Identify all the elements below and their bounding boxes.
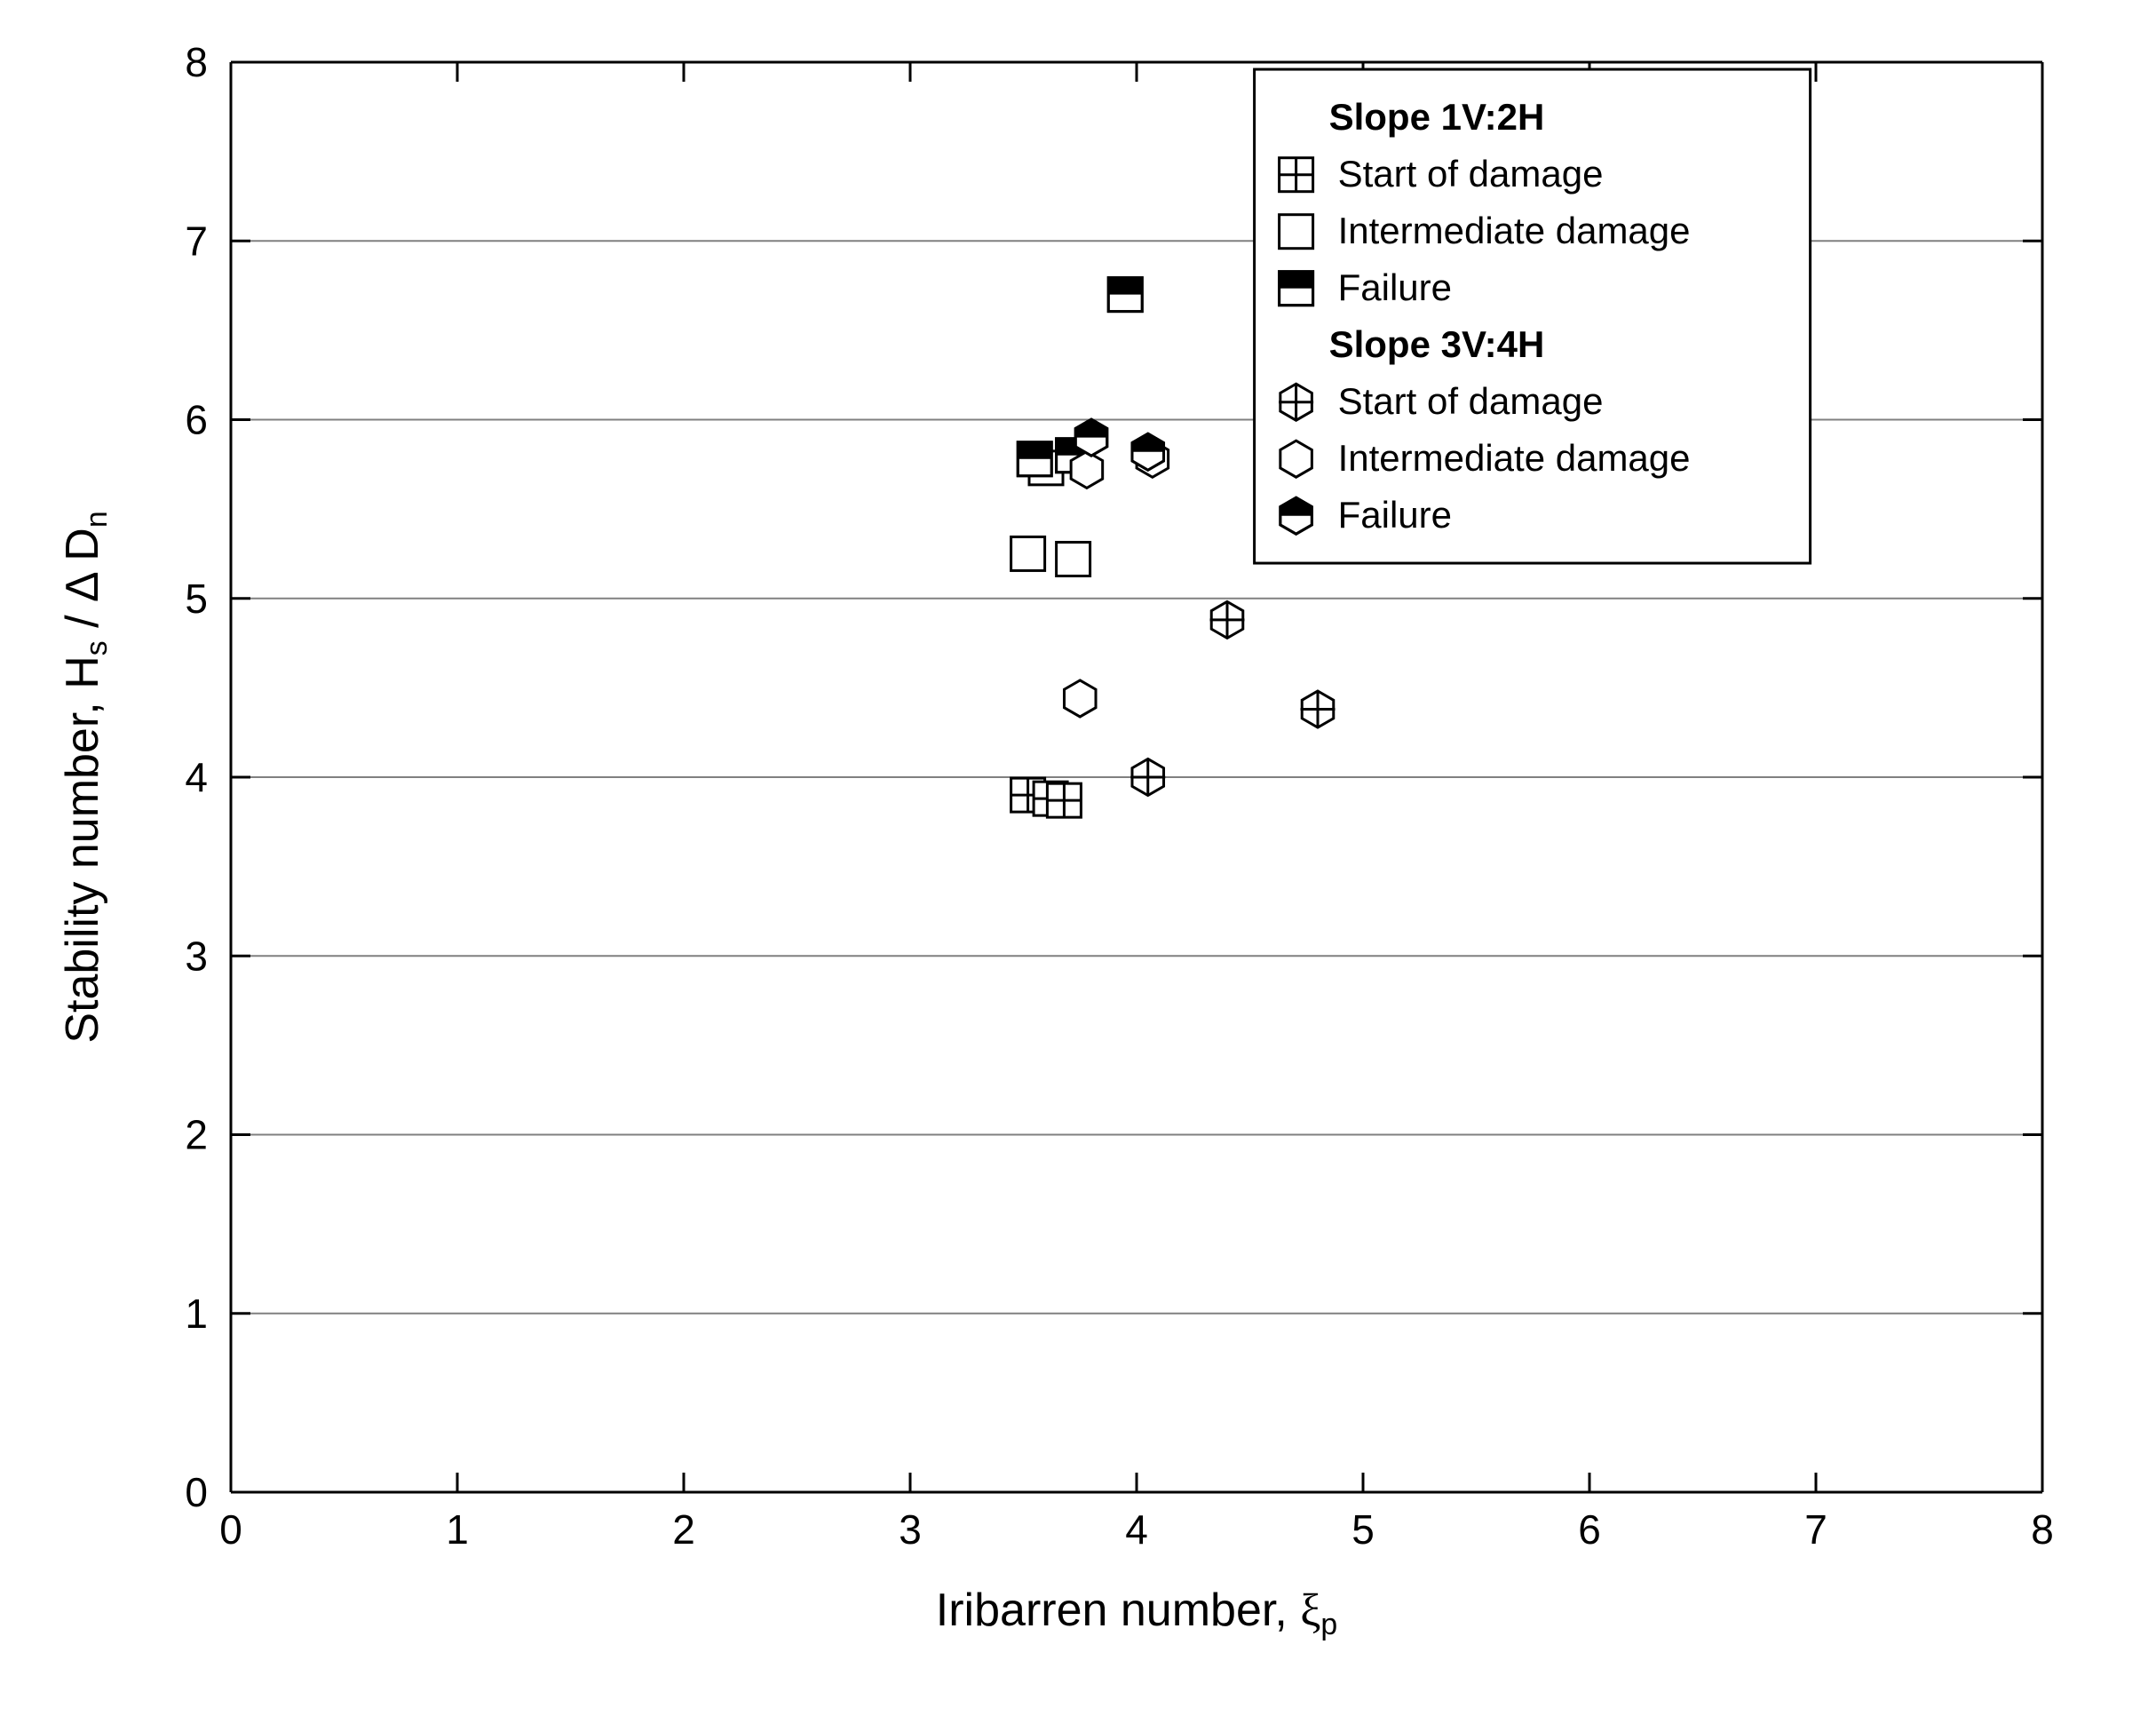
svg-text:7: 7	[185, 218, 208, 264]
svg-text:7: 7	[1804, 1506, 1827, 1553]
legend: Slope 1V:2H Start of damage Intermediate d…	[1255, 69, 1811, 563]
svg-text:Stability number, Hs / Δ Dn: Stability number, Hs / Δ Dn	[57, 511, 114, 1043]
stability-scatter-chart: 0 1 2 3 4 5 6 7 8 0 1 2 3 4 5 6 7 8 Iribarren number, ξp St…	[0, 0, 2156, 1716]
svg-text:Slope 3V:4H: Slope 3V:4H	[1329, 323, 1545, 365]
svg-text:Intermediate damage: Intermediate damage	[1338, 210, 1691, 251]
svg-text:2: 2	[672, 1506, 695, 1553]
chart-svg: 0 1 2 3 4 5 6 7 8 0 1 2 3 4 5 6 7 8 Iribarren number, ξp St…	[0, 0, 2156, 1716]
svg-text:1: 1	[185, 1291, 208, 1337]
svg-text:Failure: Failure	[1338, 494, 1452, 536]
svg-text:5: 5	[185, 576, 208, 622]
svg-text:8: 8	[2031, 1506, 2054, 1553]
svg-text:8: 8	[185, 39, 208, 85]
svg-text:4: 4	[1125, 1506, 1148, 1553]
svg-text:2: 2	[185, 1112, 208, 1158]
svg-text:5: 5	[1351, 1506, 1375, 1553]
svg-text:0: 0	[185, 1469, 208, 1515]
svg-text:3: 3	[899, 1506, 922, 1553]
svg-text:Slope 1V:2H: Slope 1V:2H	[1329, 96, 1545, 138]
svg-text:3: 3	[185, 933, 208, 979]
svg-text:Start of damage: Start of damage	[1338, 380, 1604, 422]
svg-text:Start of damage: Start of damage	[1338, 153, 1604, 195]
svg-text:6: 6	[185, 397, 208, 443]
svg-text:Iribarren number, ξp: Iribarren number, ξp	[936, 1585, 1337, 1641]
svg-text:6: 6	[1578, 1506, 1601, 1553]
svg-text:Failure: Failure	[1338, 266, 1452, 308]
svg-text:0: 0	[219, 1506, 242, 1553]
svg-text:4: 4	[185, 754, 208, 800]
svg-text:1: 1	[446, 1506, 469, 1553]
svg-text:Intermediate damage: Intermediate damage	[1338, 437, 1691, 479]
